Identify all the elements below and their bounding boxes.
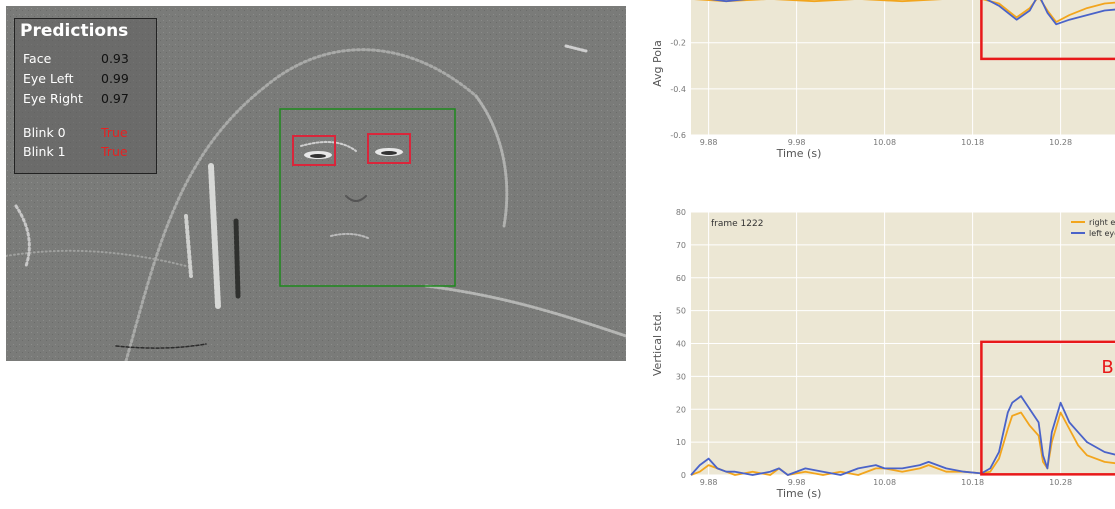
right-eye-series-line: [690, 411, 1115, 476]
polarity-chart: 9.88 9.98 10.08 10.18 10.28 0.0 -0.2 -0.4 -0.6 Ti…: [651, 0, 1115, 160]
y-tick-label: 70: [676, 241, 686, 250]
y-tick-label: 80: [676, 208, 686, 217]
prediction-value-blink-0: True: [101, 125, 128, 140]
y-tick-label: 30: [676, 372, 686, 381]
x-tick-label: 10.18: [961, 478, 984, 487]
eye-streaks: [304, 148, 403, 159]
charts-panel: 9.88 9.98 10.08 10.18 10.28 0.0 -0.2 -0.4 -0.6 Ti…: [628, 0, 1115, 509]
prediction-label-eye-left: Eye Left: [23, 71, 74, 86]
x-tick-label: 10.08: [873, 478, 896, 487]
left-eye-series-line: [710, 0, 1115, 26]
frame-number-annotation: frame 1222: [711, 219, 763, 229]
legend-label-right-eye: right eye: [1089, 218, 1115, 227]
camera-frame: Predictions Face 0.93 Eye Left 0.99 Eye …: [6, 6, 626, 361]
y-tick-label: 0.0: [673, 0, 686, 2]
right-eye-detection-box: [292, 135, 336, 166]
legend-label-left-eye: left eye: [1089, 229, 1115, 238]
left-eye-series-line: [690, 395, 1115, 476]
x-tick-label: 10.28: [1049, 478, 1072, 487]
y-tick-label: -0.6: [670, 131, 686, 140]
x-tick-label: 10.18: [961, 138, 984, 147]
y-tick-label: 60: [676, 274, 686, 283]
x-tick-label: 9.88: [700, 478, 718, 487]
left-eye-detection-box: [367, 133, 411, 164]
prediction-label-blink-0: Blink 0: [23, 125, 66, 140]
y-axis-label: Avg Pola: [651, 40, 664, 87]
prediction-label-blink-1: Blink 1: [23, 144, 66, 159]
x-tick-label: 9.98: [788, 138, 806, 147]
blink-label: Blink: [1101, 357, 1115, 378]
x-tick-label: 10.28: [1049, 138, 1072, 147]
plot-area: [691, 0, 1115, 135]
y-tick-label: -0.2: [670, 39, 686, 48]
predictions-panel: Predictions Face 0.93 Eye Left 0.99 Eye …: [14, 18, 157, 174]
x-axis-label: Time (s): [776, 487, 822, 500]
prediction-label-eye-right: Eye Right: [23, 91, 83, 106]
prediction-value-blink-1: True: [101, 144, 128, 159]
right-eye-series-line: [694, 0, 1115, 23]
y-tick-label: 50: [676, 307, 686, 316]
blink-highlight-box: [980, 0, 1115, 61]
scene-silhouette: [6, 44, 626, 361]
x-tick-label: 10.08: [873, 138, 896, 147]
prediction-label-face: Face: [23, 51, 52, 66]
x-tick-label: 9.98: [788, 478, 806, 487]
y-tick-label: 40: [676, 340, 686, 349]
predictions-title: Predictions: [20, 21, 129, 41]
prediction-value-face: 0.93: [101, 51, 129, 66]
vertical-std-chart: 9.88 9.98 10.08 10.18 10.28 0 10 20 30 40 50 60 70 80…: [651, 208, 1115, 500]
x-axis-label: Time (s): [776, 147, 822, 160]
y-tick-label: 20: [676, 405, 686, 414]
x-tick-label: 9.88: [700, 138, 718, 147]
y-tick-label: 10: [676, 438, 686, 447]
face-detection-box: [279, 108, 456, 287]
y-tick-label: -0.4: [670, 85, 686, 94]
y-tick-label: 0: [681, 471, 686, 480]
blink-highlight-box: [980, 340, 1115, 476]
prediction-value-eye-right: 0.97: [101, 91, 129, 106]
y-axis-label: Vertical std.: [651, 311, 664, 376]
charts-svg: 9.88 9.98 10.08 10.18 10.28 0.0 -0.2 -0.4 -0.6 Ti…: [651, 0, 1115, 500]
prediction-value-eye-left: 0.99: [101, 71, 129, 86]
